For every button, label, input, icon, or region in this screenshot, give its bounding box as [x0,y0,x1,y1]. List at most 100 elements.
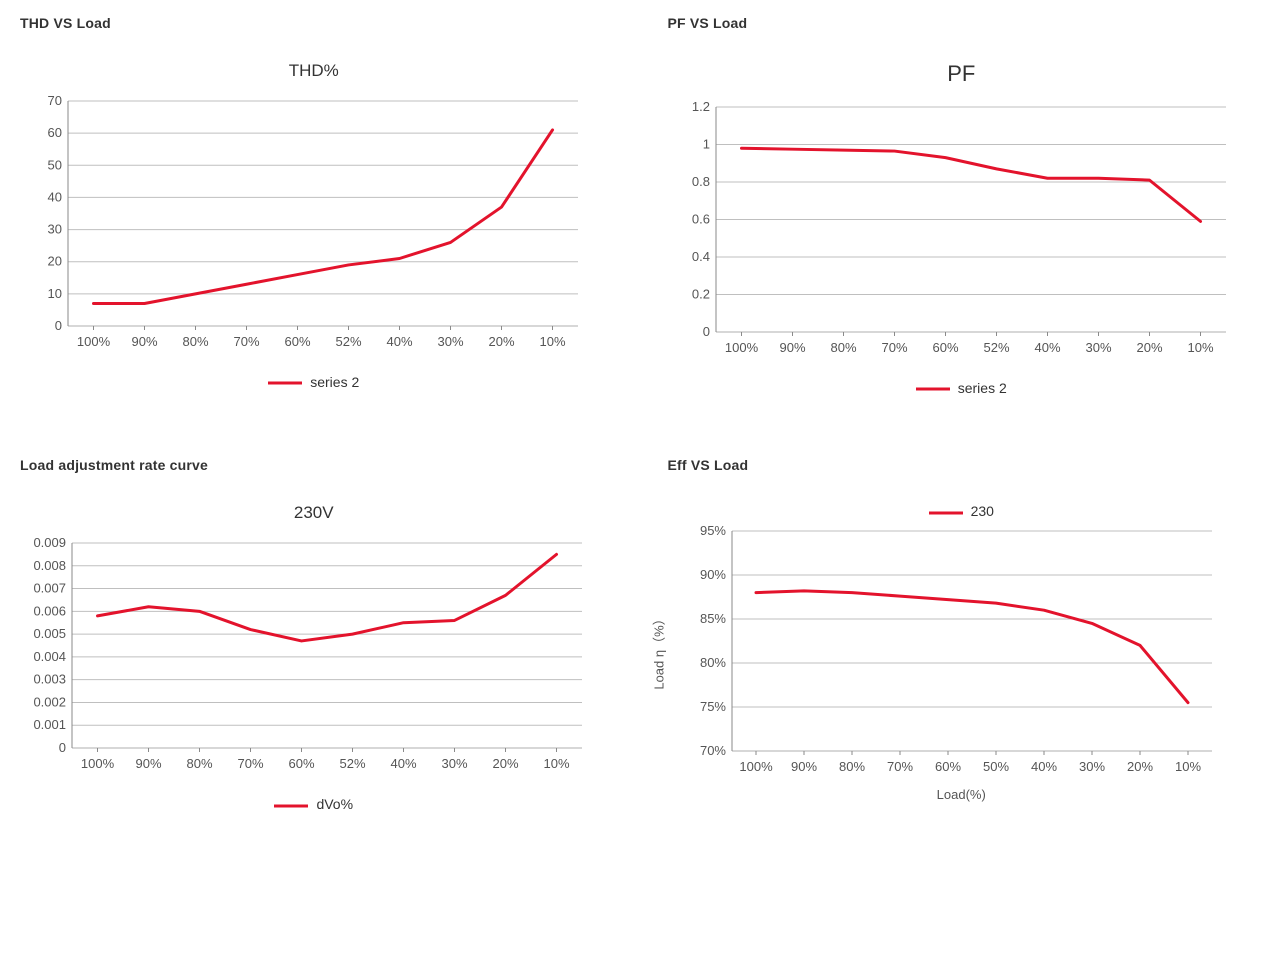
svg-text:60: 60 [48,125,62,140]
thd-panel: THD VS LoadTHD%010203040506070100%90%80%… [20,15,608,397]
eff-x-axis-label: Load(%) [668,787,1256,802]
eff-panel: Eff VS Load23070%75%80%85%90%95%100%90%8… [668,457,1256,813]
pf-chart: 0 0.2 0.4 0.6 0.8 1 1.2 100% 90% 80% 70% 60% 52% 40% 3… [668,97,1256,362]
svg-text:70%: 70% [881,340,907,355]
svg-text:80%: 80% [838,759,864,774]
svg-text:90%: 90% [699,567,725,582]
svg-text:20%: 20% [1126,759,1152,774]
eff-chart-svg: 70%75%80%85%90%95%100%90%80%70%60%50%40%… [668,521,1222,781]
eff-legend: 230 [668,503,1256,520]
svg-text:40%: 40% [390,756,416,771]
load_adj-chart: 0 0.001 0.002 0.003 0.004 0.005 0.006 0.007 0.00… [20,533,608,778]
svg-text:70%: 70% [237,756,263,771]
svg-text:30%: 30% [437,334,463,349]
svg-text:0.007: 0.007 [33,581,66,596]
legend-label: series 2 [310,374,359,390]
svg-text:80%: 80% [186,756,212,771]
svg-text:52%: 52% [335,334,361,349]
svg-text:0: 0 [55,318,62,333]
svg-text:100%: 100% [739,759,773,774]
thd-legend: series 2 [20,374,608,391]
legend-swatch [268,375,302,391]
legend-swatch [916,381,950,397]
svg-text:52%: 52% [339,756,365,771]
svg-text:0.002: 0.002 [33,695,66,710]
svg-text:30%: 30% [1078,759,1104,774]
svg-text:80%: 80% [182,334,208,349]
svg-text:40%: 40% [386,334,412,349]
svg-text:0.009: 0.009 [33,535,66,550]
eff-chart: 70%75%80%85%90%95%100%90%80%70%60%50%40%… [668,521,1256,781]
svg-text:20%: 20% [1136,340,1162,355]
svg-text:70%: 70% [699,743,725,758]
svg-text:0.2: 0.2 [691,287,709,302]
svg-text:60%: 60% [288,756,314,771]
svg-text:90%: 90% [131,334,157,349]
svg-text:40%: 40% [1030,759,1056,774]
svg-text:0.005: 0.005 [33,626,66,641]
svg-text:0: 0 [702,324,709,339]
svg-text:52%: 52% [983,340,1009,355]
svg-text:1: 1 [702,137,709,152]
pf-legend: series 2 [668,380,1256,397]
pf-chart-svg: 0 0.2 0.4 0.6 0.8 1 1.2 100% 90% 80% 70% 60% 52% 40% 3… [668,97,1236,362]
svg-text:100%: 100% [81,756,115,771]
svg-text:50: 50 [48,157,62,172]
svg-text:100%: 100% [77,334,111,349]
svg-text:20%: 20% [488,334,514,349]
load_adj-chart-title: 230V [20,503,608,523]
svg-text:10%: 10% [543,756,569,771]
load_adj-chart-svg: 0 0.001 0.002 0.003 0.004 0.005 0.006 0.007 0.00… [20,533,592,778]
load_adj-legend: dVo% [20,796,608,813]
legend-swatch [274,798,308,814]
svg-text:0.001: 0.001 [33,718,66,733]
svg-text:0.6: 0.6 [691,212,709,227]
svg-text:40: 40 [48,189,62,204]
svg-text:60%: 60% [284,334,310,349]
svg-text:90%: 90% [790,759,816,774]
svg-text:75%: 75% [699,699,725,714]
legend-label: dVo% [316,796,353,812]
load_adj-panel-title: Load adjustment rate curve [20,457,608,473]
load_adj-panel: Load adjustment rate curve 230V 0 0.001 0.00… [20,457,608,813]
svg-text:0.004: 0.004 [33,649,66,664]
svg-text:50%: 50% [982,759,1008,774]
svg-text:10%: 10% [1187,340,1213,355]
svg-text:20: 20 [48,254,62,269]
svg-text:0.006: 0.006 [33,604,66,619]
legend-label: series 2 [958,380,1007,396]
svg-text:90%: 90% [135,756,161,771]
svg-text:40%: 40% [1034,340,1060,355]
svg-text:100%: 100% [724,340,758,355]
svg-text:0.8: 0.8 [691,174,709,189]
svg-text:10: 10 [48,286,62,301]
svg-text:70%: 70% [233,334,259,349]
svg-text:80%: 80% [830,340,856,355]
svg-text:20%: 20% [492,756,518,771]
eff-panel-title: Eff VS Load [668,457,1256,473]
svg-text:1.2: 1.2 [691,99,709,114]
svg-text:30%: 30% [441,756,467,771]
svg-text:95%: 95% [699,523,725,538]
legend-label: 230 [971,503,994,519]
svg-text:70%: 70% [886,759,912,774]
svg-text:60%: 60% [932,340,958,355]
thd-chart: 010203040506070100%90%80%70%60%52%40%30%… [20,91,608,356]
svg-text:10%: 10% [539,334,565,349]
svg-text:0: 0 [59,740,66,755]
pf-chart-title: PF [668,61,1256,87]
thd-chart-title: THD% [20,61,608,81]
svg-text:10%: 10% [1174,759,1200,774]
thd-chart-svg: 010203040506070100%90%80%70%60%52%40%30%… [20,91,588,356]
eff-y-axis-label: Load η（%） [648,612,667,689]
svg-text:85%: 85% [699,611,725,626]
svg-text:0.008: 0.008 [33,558,66,573]
svg-text:60%: 60% [934,759,960,774]
svg-text:30%: 30% [1085,340,1111,355]
svg-text:90%: 90% [779,340,805,355]
pf-panel: PF VS LoadPF00.20.40.60.811.2100%90%80%7… [668,15,1256,397]
svg-text:0.4: 0.4 [691,249,709,264]
thd-panel-title: THD VS Load [20,15,608,31]
svg-text:0.003: 0.003 [33,672,66,687]
svg-text:70: 70 [48,93,62,108]
